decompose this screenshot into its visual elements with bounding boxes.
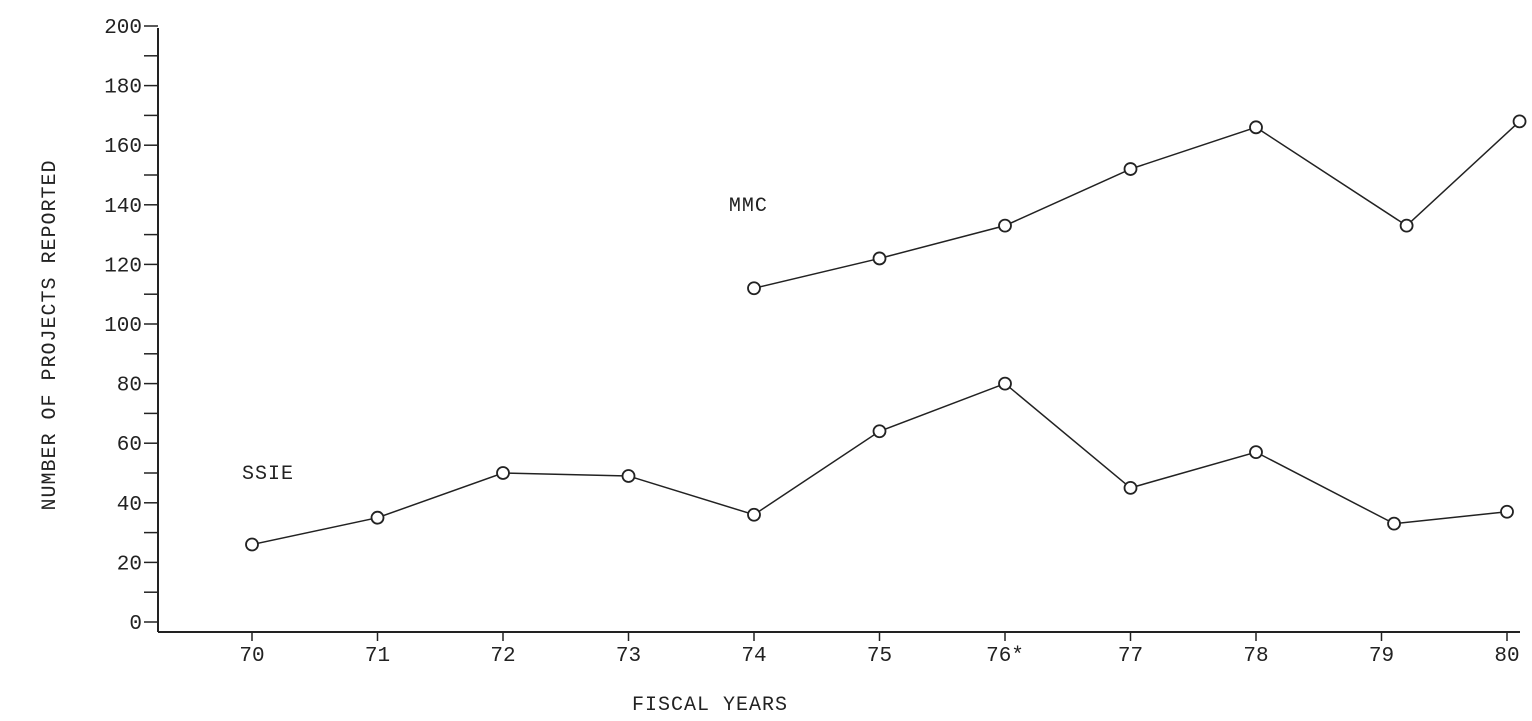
x-tick-label: 80: [1494, 645, 1519, 668]
y-tick-label: 0: [129, 613, 142, 636]
data-point-mmc: [1399, 218, 1414, 233]
series-line-ssie: [251, 382, 1508, 546]
data-point-mmc: [747, 281, 761, 296]
y-axis-title: NUMBER OF PROJECTS REPORTED: [39, 159, 62, 510]
x-axis-title: FISCAL YEARS: [632, 694, 788, 717]
series-label-ssie: SSIE: [242, 463, 294, 486]
data-point-ssie: [998, 376, 1012, 391]
y-axis: 0 20 40 60 80 100 120 140 160 180 200: [104, 17, 159, 636]
x-tick-label: 79: [1369, 645, 1394, 668]
x-tick-label: 72: [490, 645, 515, 668]
x-tick-label: 70: [239, 645, 264, 668]
series-label-mmc: MMC: [729, 195, 768, 218]
data-point-ssie: [1500, 504, 1514, 519]
x-tick-label: 75: [867, 645, 892, 668]
x-tick-label: 71: [365, 645, 390, 668]
data-point-mmc: [872, 251, 887, 266]
chart-labels: FISCAL YEARS NUMBER OF PROJECTS REPORTED…: [39, 159, 788, 717]
series: [245, 114, 1527, 552]
data-point-mmc: [1123, 162, 1138, 176]
y-tick-label: 20: [117, 553, 142, 576]
x-axis: 70 71 72 73 74 75 76* 77 78 79 80: [158, 631, 1520, 668]
data-point-ssie: [872, 424, 887, 439]
data-point-mmc: [1249, 120, 1263, 135]
data-point-ssie: [496, 466, 510, 480]
data-point-ssie: [1249, 445, 1263, 460]
y-tick-label: 60: [117, 434, 142, 457]
y-tick-label: 200: [104, 17, 142, 40]
data-point-mmc: [998, 218, 1012, 233]
y-tick-label: 140: [104, 196, 142, 219]
x-tick-label: 78: [1243, 645, 1268, 668]
x-tick-label: 76*: [986, 645, 1024, 668]
data-point-ssie: [1123, 480, 1138, 495]
y-tick-label: 80: [117, 375, 142, 398]
y-tick-label: 160: [104, 136, 142, 159]
data-point-ssie: [1387, 516, 1401, 531]
y-tick-label: 40: [117, 494, 142, 517]
data-point-ssie: [245, 537, 259, 552]
series-line-mmc: [753, 120, 1521, 289]
y-tick-label: 180: [104, 77, 142, 100]
x-tick-label: 77: [1118, 645, 1143, 668]
y-tick-label: 100: [104, 315, 142, 338]
data-point-mmc: [1512, 114, 1527, 129]
y-tick-label: 120: [104, 255, 142, 278]
x-tick-label: 73: [616, 645, 641, 668]
data-point-ssie: [621, 469, 636, 483]
data-point-ssie: [370, 510, 385, 525]
x-tick-label: 74: [741, 645, 766, 668]
data-point-ssie: [747, 507, 761, 522]
